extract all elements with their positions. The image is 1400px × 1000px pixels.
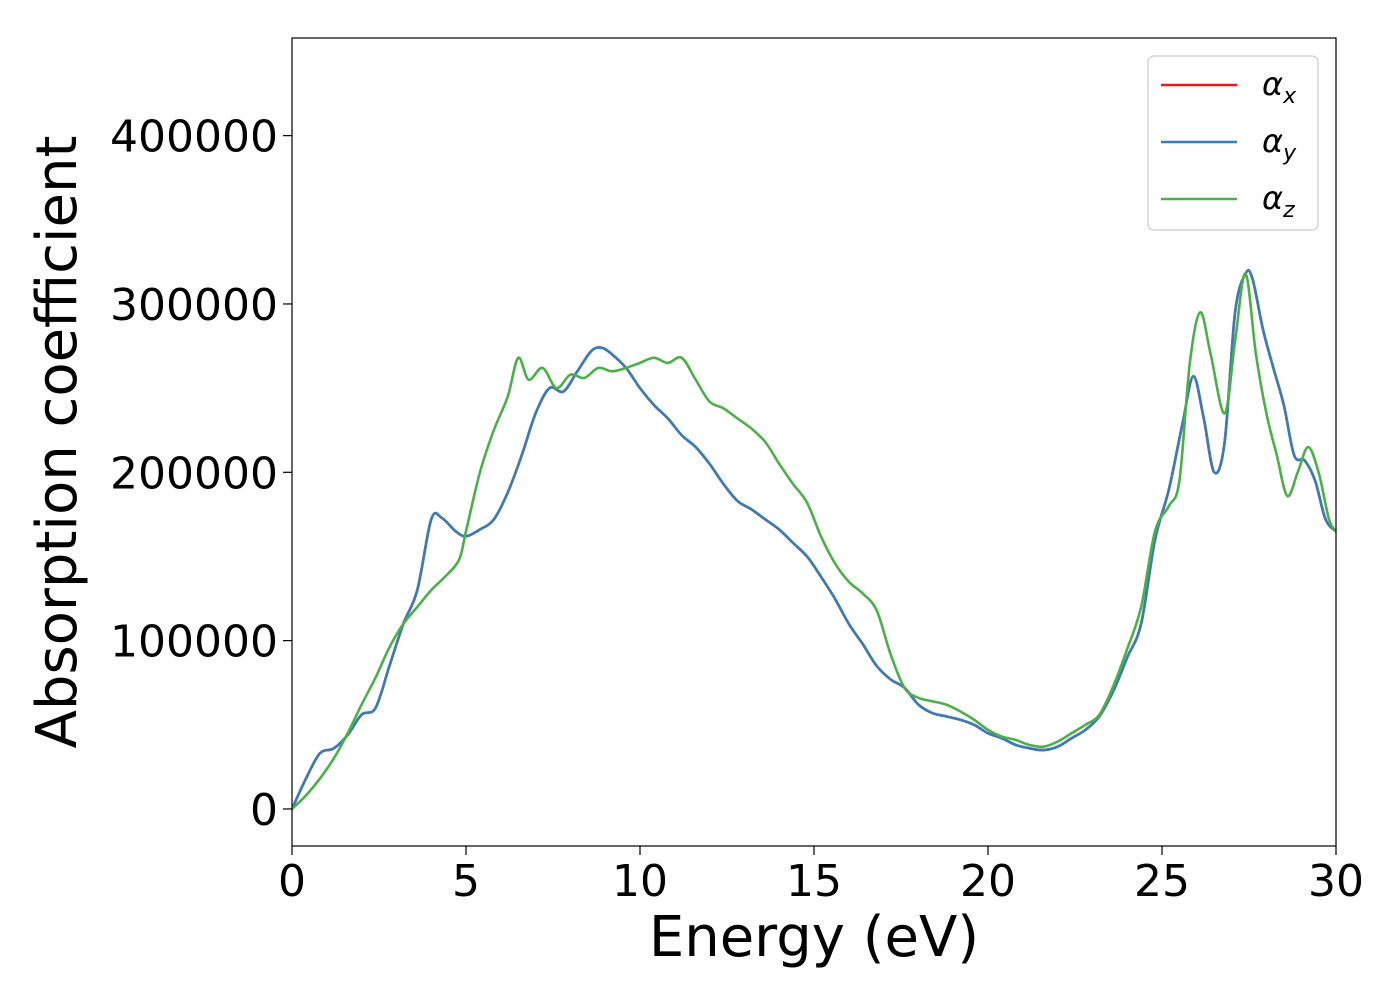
y-axis-ticks: 0 100000 200000 300000 400000 [110, 112, 292, 836]
y-tick-label: 400000 [110, 112, 278, 163]
y-tick-label: 100000 [110, 617, 278, 668]
legend-label-x: αx [1262, 65, 1297, 109]
legend-label-z: αz [1262, 179, 1295, 223]
legend-label-subscript: z [1282, 198, 1295, 223]
legend-label-y: αy [1262, 122, 1297, 166]
legend-label-subscript: x [1282, 84, 1297, 109]
y-tick-label: 200000 [110, 448, 278, 499]
legend-label-symbol: α [1262, 65, 1283, 103]
y-tick-label: 300000 [110, 280, 278, 331]
y-axis-label: Absorption coefficient [25, 136, 90, 749]
series-line-y [292, 269, 1336, 811]
legend-label-subscript: y [1282, 141, 1297, 166]
series-group [292, 269, 1336, 811]
x-axis-label: Energy (eV) [649, 905, 979, 970]
x-tick-label: 10 [612, 856, 668, 907]
legend-label-symbol: α [1262, 122, 1283, 160]
x-tick-label: 25 [1134, 856, 1190, 907]
y-tick-label: 0 [250, 785, 278, 836]
series-line-z [292, 272, 1336, 811]
x-axis-ticks: 0 5 10 15 20 25 30 [278, 846, 1364, 907]
x-tick-label: 0 [278, 856, 306, 907]
x-tick-label: 5 [452, 856, 480, 907]
legend-label-symbol: α [1262, 179, 1283, 217]
x-tick-label: 15 [786, 856, 842, 907]
x-tick-label: 30 [1308, 856, 1364, 907]
x-tick-label: 20 [960, 856, 1016, 907]
